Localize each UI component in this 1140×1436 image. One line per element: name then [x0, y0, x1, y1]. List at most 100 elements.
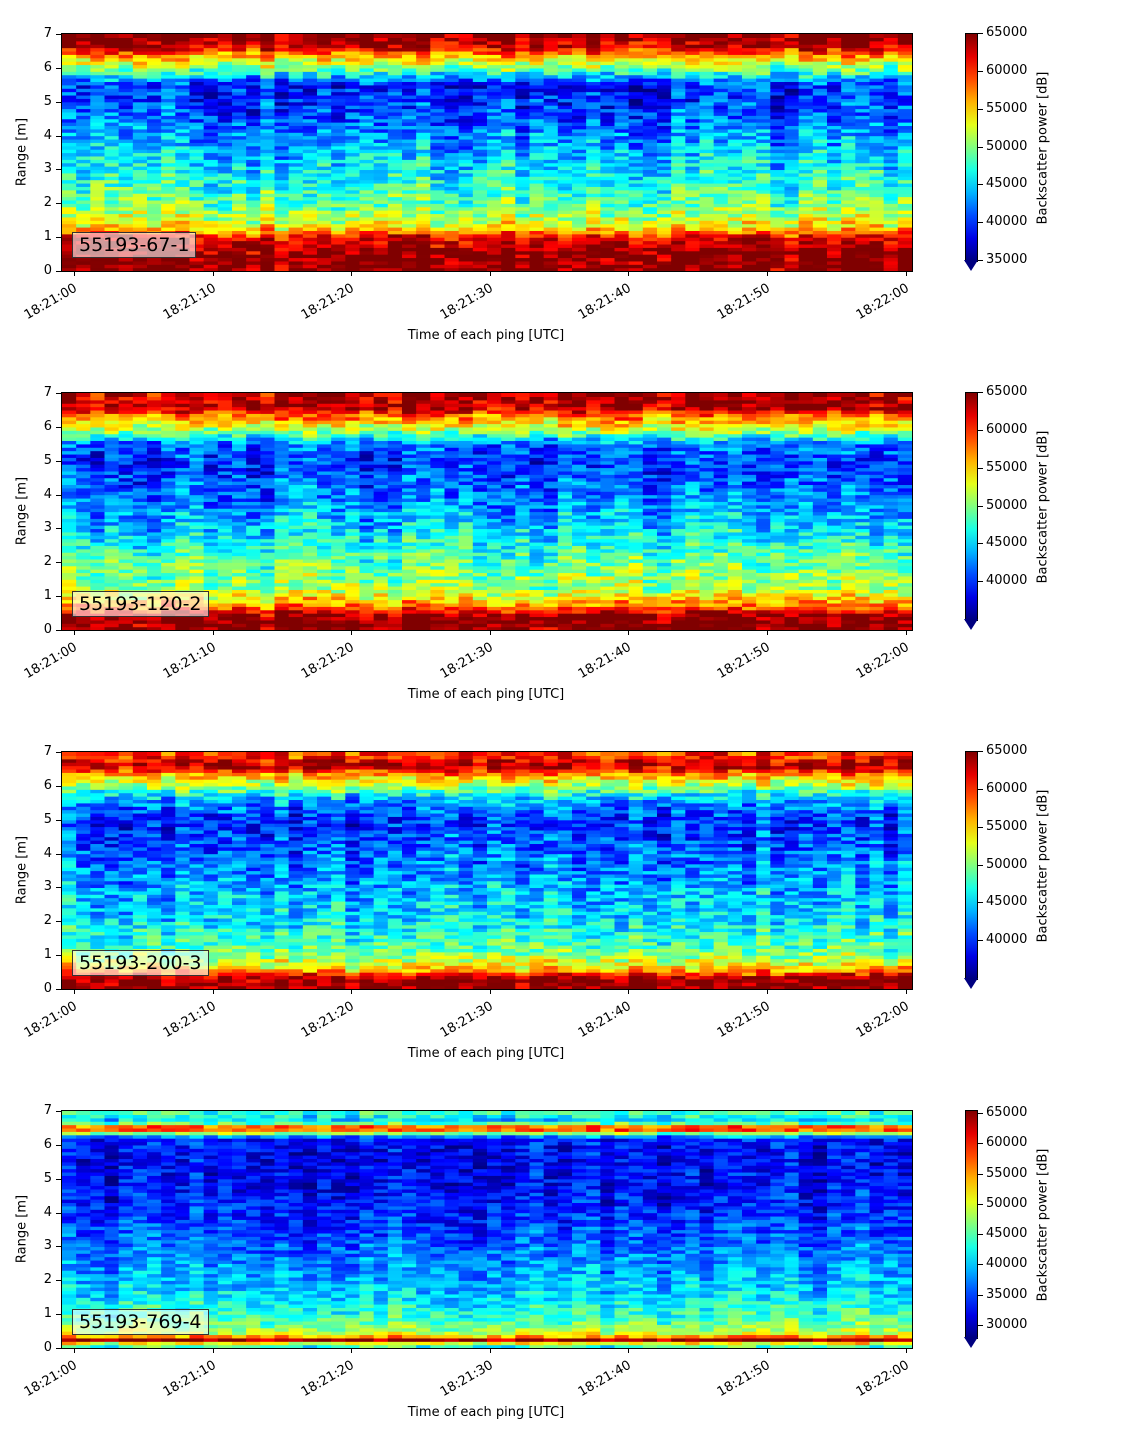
heatmap-cell [798, 149, 814, 154]
heatmap-cell [642, 240, 658, 245]
heatmap-cell [600, 145, 616, 150]
heatmap-cell [161, 71, 176, 76]
heatmap-cell [671, 37, 686, 42]
heatmap-cell [246, 84, 261, 89]
heatmap-cell [657, 50, 672, 55]
heatmap-cell [444, 64, 460, 69]
heatmap-cell [657, 176, 672, 181]
heatmap-cell [416, 132, 431, 137]
heatmap-cell [232, 240, 247, 245]
heatmap-cell [317, 78, 332, 82]
heatmap-cell [883, 108, 899, 113]
heatmap-cell [685, 152, 701, 157]
heatmap-cell [260, 176, 276, 181]
heatmap-cell [444, 88, 460, 93]
colorbar-tick [978, 33, 983, 34]
heatmap-cell [515, 128, 531, 133]
heatmap-cell [189, 61, 205, 66]
heatmap-cell [685, 162, 701, 167]
heatmap-cell [614, 50, 630, 55]
heatmap-cell [557, 203, 573, 208]
heatmap-cell [62, 230, 77, 235]
heatmap-cell [175, 575, 191, 580]
heatmap-cell [416, 179, 431, 184]
heatmap-cell [543, 67, 559, 72]
heatmap-cell [642, 74, 658, 79]
heatmap-cell [232, 243, 247, 248]
heatmap-cell [246, 81, 261, 86]
heatmap-cell [274, 199, 290, 204]
heatmap-cell [501, 220, 516, 225]
heatmap-cell [543, 132, 559, 137]
heatmap-cell [288, 182, 304, 187]
heatmap-cell [472, 71, 488, 76]
heatmap-cell [175, 210, 191, 215]
heatmap-cell [118, 132, 134, 137]
heatmap-cell [62, 182, 77, 187]
heatmap-cell [402, 206, 417, 211]
heatmap-cell [373, 155, 389, 160]
heatmap-cell [628, 54, 644, 59]
heatmap-cell [203, 606, 219, 611]
heatmap-cell [161, 569, 176, 574]
heatmap-cell [203, 105, 219, 110]
heatmap-cell [90, 494, 106, 499]
heatmap-cell [671, 233, 686, 238]
heatmap-cell [288, 81, 304, 86]
heatmap-cell [642, 250, 658, 255]
heatmap-cell [118, 34, 134, 38]
heatmap-cell [529, 220, 545, 225]
heatmap-cell [132, 223, 148, 228]
heatmap-cell [614, 71, 630, 76]
heatmap-cell [62, 98, 77, 103]
heatmap-cell [317, 91, 332, 96]
heatmap-cell [501, 199, 516, 204]
heatmap-cell [841, 166, 856, 171]
heatmap-cell [416, 111, 431, 116]
heatmap-cell [458, 94, 474, 99]
x-tick [628, 271, 630, 276]
heatmap-cell [203, 176, 219, 181]
heatmap-cell [302, 240, 318, 245]
heatmap-cell [529, 138, 545, 143]
y-tick [56, 135, 61, 142]
heatmap-cell [699, 199, 715, 204]
heatmap-cell [472, 37, 488, 42]
heatmap-cell [798, 57, 814, 62]
heatmap-cell [487, 115, 502, 120]
heatmap-cell [402, 61, 417, 66]
heatmap-cell [444, 71, 460, 76]
heatmap-cell [62, 67, 77, 72]
heatmap-cell [501, 78, 516, 82]
heatmap-cell [784, 179, 800, 184]
heatmap-cell [76, 213, 91, 218]
heatmap-cell [147, 47, 162, 52]
heatmap-cell [727, 71, 743, 76]
heatmap-cell [529, 40, 545, 45]
heatmap-cell [770, 145, 786, 150]
heatmap-cell [345, 189, 361, 194]
heatmap-cell [260, 125, 276, 130]
heatmap-cell [756, 118, 771, 123]
heatmap-cell [501, 145, 516, 150]
heatmap-cell [76, 226, 91, 231]
heatmap-cell [855, 155, 871, 160]
heatmap-cell [784, 193, 800, 198]
heatmap-cell [359, 61, 375, 66]
heatmap-cell [76, 531, 91, 536]
heatmap-cell [614, 240, 630, 245]
heatmap-cell [827, 243, 842, 248]
heatmap-cell [883, 111, 899, 116]
heatmap-cell [600, 135, 616, 140]
heatmap-cell [189, 518, 205, 523]
heatmap-cell [827, 213, 842, 218]
heatmap-cell [501, 179, 516, 184]
heatmap-cell [699, 105, 715, 110]
heatmap-cell [472, 267, 488, 271]
heatmap-cell [76, 210, 91, 215]
heatmap-cell [90, 125, 106, 130]
heatmap-cell [118, 535, 134, 540]
heatmap-cell [699, 264, 715, 269]
heatmap-cell [147, 508, 162, 513]
heatmap-cell [62, 528, 77, 533]
